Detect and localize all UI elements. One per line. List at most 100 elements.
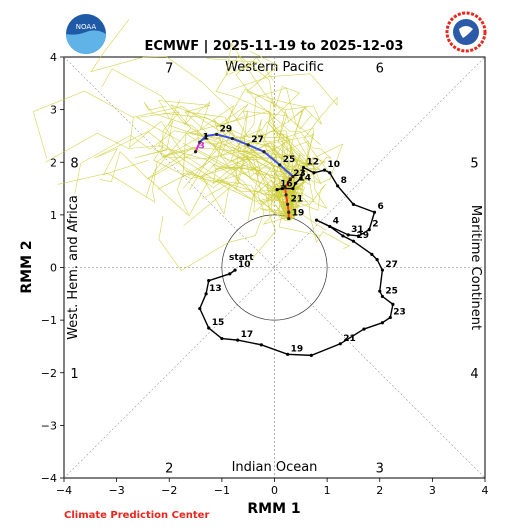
observed-point	[286, 352, 290, 356]
observed-point	[291, 186, 295, 191]
ensemble-member-line	[235, 57, 332, 221]
credit-text: Climate Prediction Center	[64, 510, 209, 521]
y-tick-label: 3	[50, 104, 57, 117]
x-axis-label: RMM 1	[247, 501, 300, 517]
ensemble-member-line	[74, 130, 311, 217]
observed-day-label: 13	[209, 284, 222, 294]
observed-day-label: 15	[212, 318, 225, 328]
observed-point	[346, 233, 350, 237]
ensemble-member-line	[153, 148, 295, 222]
phase-label: 6	[376, 62, 384, 77]
y-tick-label: 2	[50, 156, 57, 169]
ensemble-member-line	[241, 118, 305, 221]
observed-day-label: 29	[356, 231, 369, 241]
region-label-left: West. Hem. and Africa	[66, 195, 81, 340]
region-label-bottom: Indian Ocean	[232, 460, 318, 475]
observed-point	[351, 239, 356, 243]
observed-point	[207, 326, 211, 330]
diagonal-guide	[63, 56, 486, 479]
observed-point	[378, 289, 382, 293]
observed-point	[328, 224, 332, 229]
observed-point	[315, 218, 319, 222]
ensemble-day-label: 25	[283, 155, 296, 165]
ensemble-member-line	[201, 134, 289, 221]
ensemble-day-label: 19	[292, 209, 305, 219]
ensemble-mean-segment	[216, 133, 233, 140]
observed-point	[380, 321, 384, 325]
phase-label: 2	[165, 461, 173, 476]
observed-day-label: 2	[372, 220, 378, 230]
ensemble-mean-point	[288, 177, 292, 181]
unit-circle	[221, 214, 328, 321]
x-tick-label: −4	[56, 484, 72, 497]
ensemble-mean-point	[278, 163, 282, 167]
ensemble-member-line	[101, 68, 317, 220]
observed-point	[367, 228, 371, 232]
x-tick-label: 1	[324, 484, 331, 497]
x-tick-label: 2	[376, 484, 383, 497]
ensemble-member-line	[57, 137, 295, 220]
observed-day-label: 31	[351, 225, 364, 235]
y-tick-label: −1	[41, 314, 57, 327]
observed-day-label: 17	[241, 330, 254, 340]
x-tick-label: 4	[482, 484, 489, 497]
ensemble-mean-point	[230, 136, 234, 141]
phase-label: 5	[470, 156, 478, 171]
ensemble-mean-segment	[205, 133, 217, 137]
ensemble-mean-point	[215, 132, 219, 136]
observed-point	[380, 268, 384, 272]
observed-day-label: 10	[327, 160, 340, 170]
observed-day-label: 6	[377, 202, 383, 212]
observed-day-label: 4	[333, 216, 339, 226]
x-tick-label: 3	[429, 484, 436, 497]
y-tick-label: −4	[41, 472, 57, 485]
x-tick-label: −3	[109, 484, 125, 497]
ensemble-member-line	[183, 110, 293, 227]
observed-day-label: 21	[343, 334, 356, 344]
observed-point	[357, 234, 361, 238]
ensemble-mean-segment	[263, 150, 281, 166]
observed-point	[380, 294, 384, 299]
observed-point	[322, 168, 327, 172]
ensemble-member-line	[136, 111, 300, 219]
ensemble-mean-point	[204, 134, 208, 138]
ensemble-mean-segment	[232, 137, 249, 146]
ensemble-mean-point	[198, 140, 202, 144]
observed-day-label: 16	[280, 180, 293, 190]
y-tick-label: 4	[50, 51, 57, 64]
ensemble-mean-point	[262, 150, 266, 154]
ensemble-mean-point	[284, 193, 288, 197]
x-tick-label: 0	[271, 484, 278, 497]
phase-label: 8	[70, 156, 78, 171]
observed-point	[372, 210, 377, 214]
region-label-right: Maritime Continent	[468, 205, 483, 330]
observed-day-label: 19	[291, 344, 304, 354]
noaa-logo: NOAA	[66, 14, 106, 54]
y-tick-label: 0	[50, 262, 57, 275]
phase-label: 3	[376, 461, 384, 476]
observed-point	[198, 306, 202, 311]
observed-point	[280, 186, 284, 191]
observed-day-label: 27	[385, 260, 398, 270]
observed-point	[341, 234, 345, 238]
y-axis-label: RMM 2	[19, 240, 35, 293]
ensemble-mean-segment	[285, 194, 289, 205]
observed-point	[259, 343, 263, 347]
ensemble-mean-segment	[279, 164, 294, 178]
phase-label: 1	[70, 367, 78, 382]
chart-title: ECMWF | 2025-11-19 to 2025-12-03	[145, 39, 404, 54]
observed-point	[338, 342, 342, 346]
ensemble-day-label: 21	[291, 194, 304, 204]
ensemble-mean-segment	[194, 141, 201, 153]
observed-track-line	[199, 166, 394, 357]
ensemble-mean-point	[193, 150, 198, 154]
ensemble-member-line	[186, 154, 296, 219]
ensemble-member-line	[199, 133, 315, 220]
observed-point	[301, 165, 306, 170]
observed-point	[207, 279, 211, 283]
y-tick-label: 1	[50, 209, 57, 222]
ensemble-member-line	[134, 120, 291, 220]
ensemble-member-line	[268, 86, 308, 217]
